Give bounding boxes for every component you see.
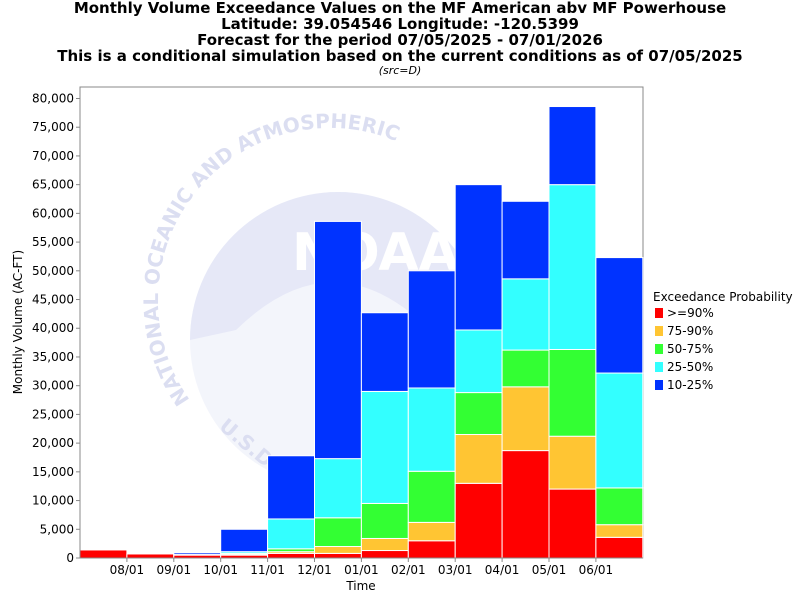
bar-segment: [314, 552, 362, 559]
legend: Exceedance Probability >=90% 75-90% 50-75%…: [653, 290, 793, 392]
bar-segment: [314, 458, 362, 519]
y-tick-label: 55,000: [32, 235, 74, 249]
y-tick-label: 35,000: [32, 350, 74, 364]
y-tick-label: 65,000: [32, 178, 74, 192]
y-tick-label: 40,000: [32, 321, 74, 335]
y-tick-label: 60,000: [32, 206, 74, 220]
bar-segment: [126, 553, 175, 559]
x-axis: 08/01 09/01 10/01 11/01 12/01 01/01 02/01 03/01…: [80, 557, 643, 577]
legend-label: 50-75%: [667, 342, 713, 356]
legend-swatch: [655, 344, 663, 354]
chart-title-line-4: This is a conditional simulation based o…: [57, 47, 743, 65]
bar-segment: [314, 517, 362, 548]
legend-swatch: [655, 308, 663, 318]
source-note: (src=D): [378, 64, 422, 77]
bar-segment: [595, 257, 644, 374]
bar-segment: [454, 329, 503, 394]
x-tick-label: 03/01: [438, 563, 473, 577]
bar-segment: [220, 528, 269, 553]
bar-segment: [595, 372, 644, 489]
legend-label: >=90%: [667, 306, 714, 320]
x-tick-label: 01/01: [344, 563, 379, 577]
bar-segment: [314, 220, 362, 460]
y-tick-label: 5,000: [40, 522, 74, 536]
bar-segment: [548, 184, 597, 350]
x-tick-label: 05/01: [532, 563, 567, 577]
y-tick-label: 45,000: [32, 293, 74, 307]
y-tick-label: 15,000: [32, 465, 74, 479]
bar-segment: [548, 488, 597, 559]
bar-segment: [548, 435, 597, 490]
x-axis-title: Time: [345, 579, 375, 593]
legend-swatch: [655, 380, 663, 390]
bar-segment: [595, 487, 644, 526]
legend-swatch: [655, 326, 663, 336]
bar-segment: [79, 549, 128, 559]
bar-segment: [314, 546, 362, 554]
bar-segment: [548, 106, 597, 186]
bar-segment: [454, 434, 503, 484]
bar-segment: [407, 470, 456, 523]
y-tick-label: 20,000: [32, 436, 74, 450]
bar-segment: [595, 536, 644, 559]
x-tick-label: 04/01: [485, 563, 520, 577]
y-axis-title: Monthly Volume (AC-FT): [11, 250, 25, 394]
bar-segment: [360, 390, 409, 504]
bar-segment: [595, 524, 644, 538]
legend-label: 10-25%: [667, 378, 713, 392]
bar-segment: [501, 278, 550, 351]
y-tick-label: 75,000: [32, 120, 74, 134]
y-tick-label: 0: [66, 551, 74, 565]
bar-segment: [173, 552, 222, 556]
bars-group: [79, 106, 644, 559]
bar-segment: [407, 270, 456, 389]
bar-segment: [407, 540, 456, 559]
bar-segment: [501, 349, 550, 388]
bar-segment: [454, 184, 503, 331]
bar-segment: [501, 450, 550, 559]
bar-segment: [267, 518, 316, 550]
x-tick-label: 10/01: [203, 563, 238, 577]
y-tick-label: 50,000: [32, 264, 74, 278]
chart-title-line-2: Latitude: 39.054546 Longitude: -120.5399: [221, 15, 579, 33]
bar-segment: [407, 521, 456, 542]
legend-swatch: [655, 362, 663, 372]
x-tick-label: 09/01: [157, 563, 192, 577]
bar-segment: [454, 392, 503, 436]
bar-segment: [501, 386, 550, 452]
y-tick-label: 25,000: [32, 407, 74, 421]
y-tick-label: 10,000: [32, 494, 74, 508]
chart-title-line-1: Monthly Volume Exceedance Values on the …: [73, 0, 727, 17]
y-tick-label: 70,000: [32, 149, 74, 163]
bar-segment: [454, 482, 503, 559]
x-tick-label: 12/01: [297, 563, 332, 577]
y-axis: 0 5,000 10,000 15,000 20,000 25,000 30,000 35,0…: [32, 87, 81, 565]
bar-segment: [360, 537, 409, 552]
legend-label: 25-50%: [667, 360, 713, 374]
bar-segment: [360, 312, 409, 392]
x-tick-label: 02/01: [391, 563, 426, 577]
chart-title-line-3: Forecast for the period 07/05/2025 - 07/…: [197, 31, 603, 49]
bar-segment: [267, 552, 316, 559]
chart-title-block: Monthly Volume Exceedance Values on the …: [0, 0, 800, 78]
y-tick-label: 80,000: [32, 91, 74, 105]
y-tick-label: 30,000: [32, 379, 74, 393]
bar-segment: [360, 550, 409, 559]
bar-segment: [267, 455, 316, 520]
legend-label: 75-90%: [667, 324, 713, 338]
bar-segment: [501, 200, 550, 280]
legend-title: Exceedance Probability: [653, 290, 793, 304]
bar-segment: [407, 387, 456, 472]
x-tick-label: 06/01: [579, 563, 614, 577]
bar-segment: [548, 349, 597, 437]
bar-segment: [360, 502, 409, 539]
x-tick-label: 11/01: [250, 563, 285, 577]
x-tick-label: 08/01: [110, 563, 145, 577]
